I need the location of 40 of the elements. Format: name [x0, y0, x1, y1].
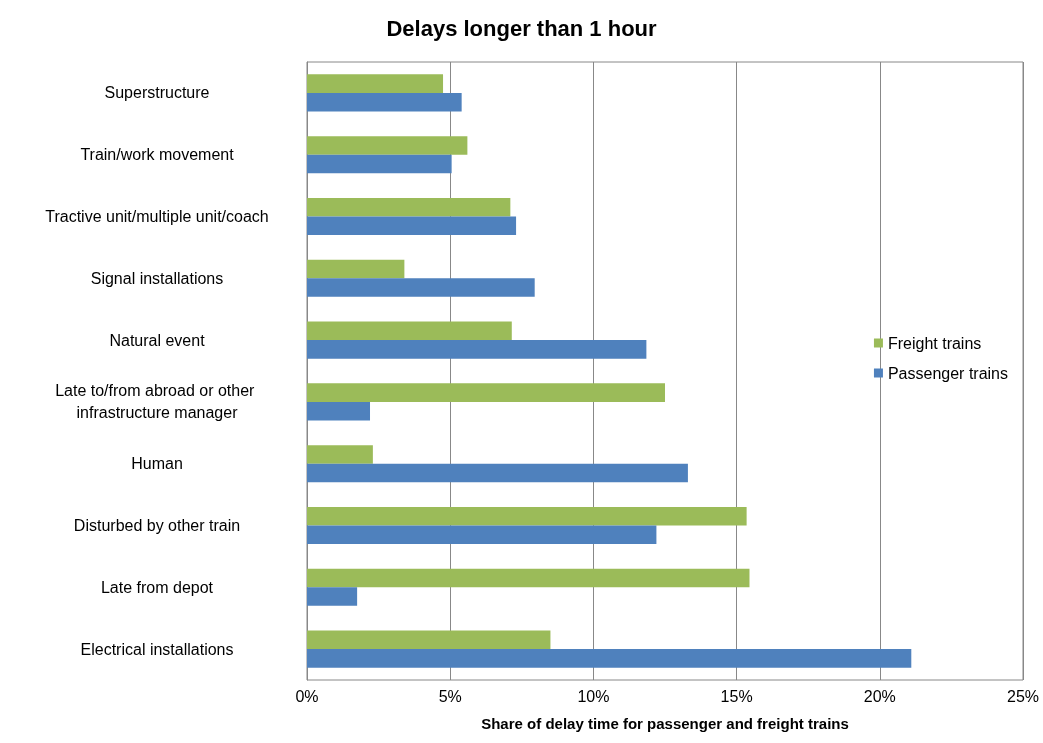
y-tick-label: Natural event: [109, 331, 206, 349]
bar: [307, 278, 535, 297]
bar: [307, 506, 747, 526]
x-tick-label: 15%: [720, 687, 753, 705]
bar: [307, 136, 468, 155]
legend-label: Passenger trains: [887, 364, 1008, 382]
y-tick-label: Tractive unit/multiple unit/coach: [45, 208, 269, 225]
bar: [307, 649, 912, 668]
y-tick-label: Superstructure: [104, 84, 210, 102]
bar: [307, 154, 452, 174]
y-tick-label: Train/work movement: [80, 146, 235, 164]
bar: [307, 630, 551, 650]
bar: [307, 321, 512, 341]
x-tick-label: 10%: [577, 687, 610, 705]
bar: [307, 383, 665, 402]
y-tick-label: Late to/from abroad or other infrastructure manager: [55, 382, 259, 422]
bar: [307, 401, 371, 421]
x-axis-title: Share of delay time for passenger and freight trains: [481, 715, 849, 732]
bar: [307, 216, 517, 236]
bar: [307, 587, 358, 606]
bar: [307, 74, 444, 93]
x-tick-label: 5%: [438, 687, 462, 705]
bar: [307, 568, 750, 588]
y-tick-label: Electrical installations: [80, 640, 234, 658]
x-tick-label: 0%: [295, 687, 319, 705]
legend-label: Freight trains: [887, 334, 982, 352]
bar: [307, 197, 511, 217]
y-tick-label: Late from depot: [100, 578, 214, 596]
x-tick-label: 20%: [863, 687, 896, 705]
bar: [307, 340, 647, 359]
y-tick-label: Signal installations: [90, 269, 224, 287]
bar: [307, 259, 405, 279]
bar: [307, 92, 462, 112]
x-tick-label: 25%: [1006, 687, 1040, 705]
bar: [307, 463, 688, 483]
bar: [307, 445, 373, 464]
bar: [307, 525, 657, 545]
y-tick-label: Disturbed by other train: [73, 517, 241, 534]
y-tick-label: Human: [131, 455, 183, 473]
chart-title: Delays longer than 1 hour: [386, 15, 658, 41]
